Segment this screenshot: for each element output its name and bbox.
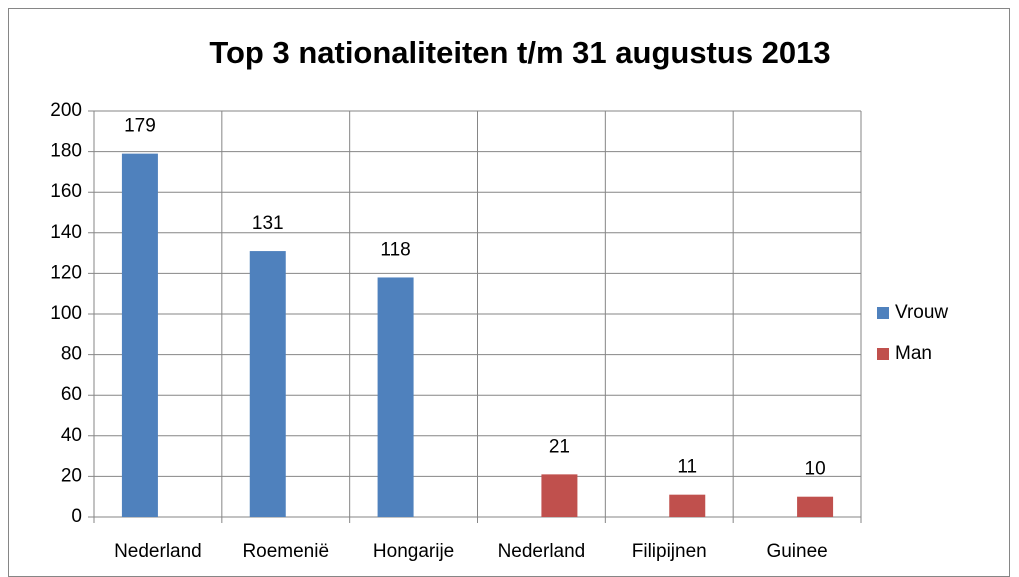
bar	[541, 474, 578, 517]
y-tick-label: 200	[50, 100, 82, 121]
y-tick-label: 20	[61, 465, 82, 486]
legend-swatch	[877, 348, 889, 360]
chart-title: Top 3 nationaliteiten t/m 31 augustus 20…	[209, 35, 830, 70]
y-tick-label: 60	[61, 384, 82, 405]
y-tick-label: 80	[61, 344, 82, 365]
y-tick-label: 140	[50, 222, 82, 243]
x-tick-label: Roemenië	[242, 541, 329, 562]
bar	[121, 153, 158, 517]
bar	[797, 496, 834, 517]
legend-swatch	[877, 307, 889, 319]
bar	[669, 494, 706, 517]
y-tick-label: 100	[50, 303, 82, 324]
data-label: 179	[124, 116, 156, 137]
data-label: 131	[252, 213, 284, 234]
data-label: 11	[677, 457, 697, 478]
y-tick-label: 120	[50, 262, 82, 283]
data-label: 10	[805, 459, 826, 480]
bar	[377, 277, 414, 517]
chart-border	[8, 8, 1010, 577]
y-tick-label: 180	[50, 141, 82, 162]
y-tick-label: 40	[61, 425, 82, 446]
data-label: 21	[549, 436, 570, 457]
x-tick-label: Nederland	[114, 541, 202, 562]
legend-label: Vrouw	[895, 302, 948, 323]
x-tick-label: Guinee	[766, 541, 827, 562]
x-tick-label: Nederland	[498, 541, 586, 562]
legend-label: Man	[895, 343, 932, 364]
y-tick-label: 0	[71, 506, 82, 527]
bar	[249, 251, 286, 517]
x-tick-label: Hongarije	[373, 541, 454, 562]
y-tick-label: 160	[50, 181, 82, 202]
x-tick-label: Filipijnen	[632, 541, 707, 562]
data-label: 118	[380, 239, 410, 260]
